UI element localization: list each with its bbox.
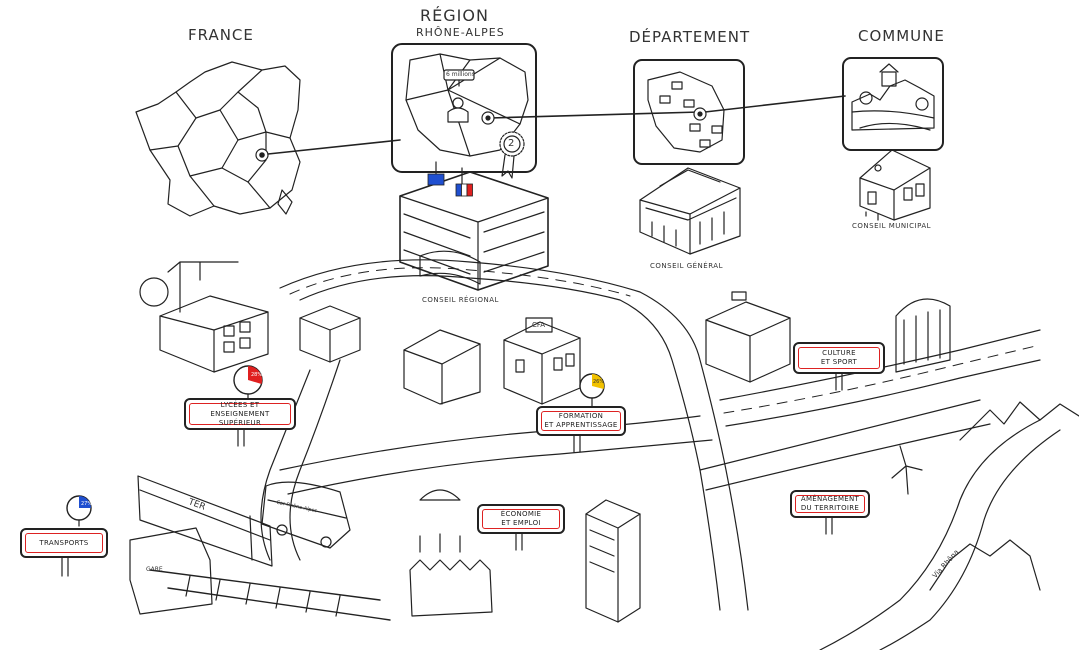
sign-lycees-line2: ENSEIGNEMENT SUPÉRIEUR: [210, 409, 270, 427]
conseil-general-building: [639, 167, 741, 255]
sign-economie: ÉCONOMIE ET EMPLOI: [477, 504, 565, 534]
france-flag: [455, 183, 473, 197]
sign-amenagement: AMÉNAGEMENT DU TERRITOIRE: [790, 490, 870, 518]
mountains: [929, 401, 1079, 591]
caption-gare: GARE: [146, 566, 163, 573]
france-map: [135, 61, 301, 217]
sign-culture: CULTURE ET SPORT: [793, 342, 885, 374]
sign-transports: TRANSPORTS: [20, 528, 108, 558]
roads: [260, 259, 1041, 611]
pie-label-lycees: 28%: [251, 372, 263, 378]
sign-culture-line2: ET SPORT: [820, 358, 858, 366]
sign-culture-line1: CULTURE: [822, 349, 856, 357]
pie-formation: [579, 373, 605, 399]
population-badge: 6 millions: [446, 71, 475, 78]
sign-transports-line1: TRANSPORTS: [39, 538, 89, 547]
pie-transports: [66, 495, 92, 521]
link-france-region: [267, 139, 401, 155]
sign-economie-line1: ÉCONOMIE: [500, 510, 542, 518]
pie-label-transports: 27%: [81, 501, 93, 507]
office-building: [585, 499, 641, 623]
region-panel: [391, 43, 537, 179]
commune-panel: [842, 57, 944, 151]
formation-building: [403, 317, 581, 405]
bus: [261, 481, 351, 549]
culture-buildings: [705, 291, 951, 383]
conseil-regional-building: [399, 161, 549, 291]
heading-departement: DÉPARTEMENT: [629, 28, 751, 46]
heading-france: FRANCE: [188, 26, 254, 44]
pie-label-formation: 26%: [593, 379, 605, 385]
pie-lycees: [233, 365, 263, 395]
caption-conseil-general: CONSEIL GÉNÉRAL: [650, 262, 723, 270]
sign-amenagement-line1: AMÉNAGEMENT: [800, 495, 860, 503]
caption-cfa: CFA: [532, 321, 546, 329]
sign-lycees: LYCÉES ET ENSEIGNEMENT SUPÉRIEUR: [184, 398, 296, 430]
sign-lycees-line1: LYCÉES ET: [220, 400, 260, 409]
heading-region-sub: RHÔNE-ALPES: [416, 26, 505, 39]
award-number: 2: [508, 138, 515, 149]
heading-commune: COMMUNE: [858, 27, 945, 45]
heading-region: RÉGION: [420, 6, 489, 25]
wind-turbine: [891, 445, 923, 495]
river: [819, 419, 1061, 650]
sign-formation-line2: ET APPRENTISSAGE: [544, 421, 618, 429]
lycees-building: [139, 261, 361, 373]
conseil-municipal-building: [859, 149, 931, 221]
sign-formation-line1: FORMATION: [558, 412, 604, 420]
factories: [409, 489, 493, 617]
caption-conseil-regional: CONSEIL RÉGIONAL: [422, 296, 499, 304]
link-region-departement: [489, 111, 701, 119]
sign-amenagement-line2: DU TERRITOIRE: [800, 504, 860, 512]
eu-flag: [427, 162, 445, 186]
departement-panel: [633, 59, 745, 165]
sign-posts: [61, 373, 843, 577]
link-departement-commune: [704, 95, 846, 113]
caption-conseil-municipal: CONSEIL MUNICIPAL: [852, 222, 932, 230]
sign-economie-line2: ET EMPLOI: [501, 519, 541, 527]
train: [129, 475, 391, 621]
sign-formation: FORMATION ET APPRENTISSAGE: [536, 406, 626, 436]
